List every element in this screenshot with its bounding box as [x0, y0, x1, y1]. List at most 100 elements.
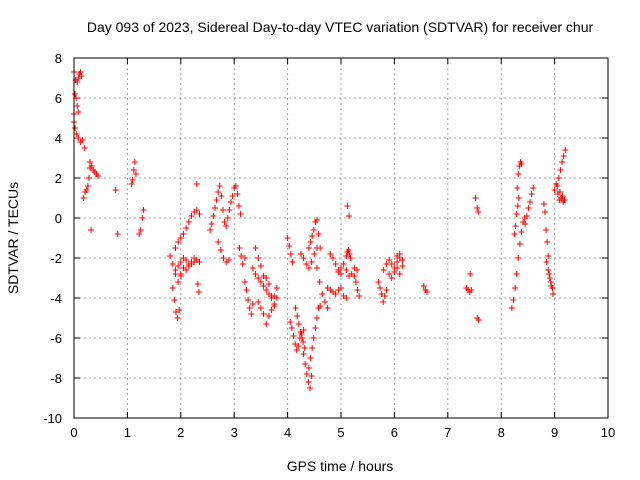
data-point	[167, 253, 174, 259]
data-point	[543, 259, 550, 265]
data-point	[514, 203, 521, 209]
data-point	[335, 269, 342, 275]
data-point	[423, 289, 430, 295]
x-tick-label: 8	[498, 425, 505, 440]
x-tick-label: 9	[551, 425, 558, 440]
data-point	[310, 227, 317, 233]
data-point	[522, 221, 529, 227]
data-point	[112, 187, 119, 193]
data-point	[273, 285, 280, 291]
data-point	[73, 131, 80, 137]
data-point	[308, 259, 315, 265]
data-point	[319, 291, 326, 297]
data-point	[513, 271, 520, 277]
data-point	[356, 293, 363, 299]
y-tick-label: -2	[50, 251, 62, 266]
data-point	[338, 285, 344, 291]
data-point	[515, 171, 522, 177]
data-point	[468, 287, 475, 293]
x-ticks: 0 1 2 3 4 5 6 7 8 9 10	[70, 58, 615, 440]
y-tick-label: 0	[55, 211, 62, 226]
data-point	[312, 325, 319, 331]
data-point	[338, 265, 344, 271]
data-point	[305, 365, 312, 371]
data-point	[378, 291, 385, 297]
data-point	[343, 253, 350, 259]
x-tick-label: 7	[444, 425, 451, 440]
data-point	[220, 255, 227, 261]
data-point	[195, 289, 202, 295]
data-point	[185, 219, 192, 225]
data-point	[549, 285, 556, 291]
data-point	[263, 321, 270, 327]
data-point	[241, 255, 248, 261]
data-point	[81, 145, 88, 151]
data-point	[236, 203, 243, 209]
data-point	[297, 251, 304, 257]
data-point	[316, 279, 323, 285]
data-point	[172, 267, 179, 273]
data-point	[308, 373, 315, 379]
data-point	[388, 261, 395, 267]
data-point	[225, 257, 232, 263]
data-point	[396, 251, 403, 257]
data-point	[343, 267, 350, 273]
data-point	[560, 153, 567, 159]
data-point	[252, 245, 259, 251]
data-point	[255, 299, 262, 305]
y-ticks: -10 -8 -6 -4 -2 0 2 4 6 8	[43, 51, 608, 426]
data-point	[467, 271, 474, 277]
data-point	[420, 283, 427, 289]
data-point	[317, 245, 324, 251]
y-tick-label: 4	[55, 131, 62, 146]
data-point	[257, 263, 264, 269]
data-point	[74, 103, 81, 109]
data-point	[528, 191, 535, 197]
data-point	[210, 213, 217, 219]
data-point	[332, 291, 339, 297]
data-point	[311, 251, 318, 257]
data-point	[130, 167, 137, 173]
data-point	[268, 307, 275, 313]
data-point	[287, 251, 294, 257]
y-tick-label: -6	[50, 331, 62, 346]
data-point	[223, 223, 230, 229]
data-point	[546, 275, 553, 281]
chart-title: Day 093 of 2023, Sidereal Day-to-day VTE…	[87, 19, 594, 35]
data-point	[313, 265, 320, 271]
data-point	[193, 181, 200, 187]
data-point	[545, 267, 552, 273]
data-point	[229, 193, 236, 199]
data-point	[557, 167, 564, 173]
data-point	[177, 259, 184, 265]
data-point	[265, 281, 272, 287]
data-point	[303, 261, 310, 267]
data-point	[346, 213, 353, 219]
data-point	[245, 297, 252, 303]
data-point	[346, 251, 353, 257]
data-point	[236, 245, 243, 251]
data-point	[511, 231, 518, 237]
data-point	[207, 227, 214, 233]
data-point	[243, 287, 250, 293]
data-point	[193, 207, 200, 213]
data-point	[344, 203, 351, 209]
data-point	[388, 275, 395, 281]
data-point	[218, 193, 225, 199]
data-point	[547, 279, 554, 285]
data-point	[475, 317, 482, 323]
data-point	[221, 219, 228, 225]
data-point	[329, 255, 336, 261]
data-point	[273, 295, 280, 301]
data-point	[551, 187, 558, 193]
data-point	[381, 293, 388, 299]
plot-frame	[73, 57, 609, 419]
data-point	[345, 247, 352, 253]
data-point	[555, 175, 562, 181]
data-point	[196, 259, 203, 265]
data-point	[216, 183, 223, 189]
data-point	[215, 239, 222, 245]
data-point	[321, 299, 328, 305]
data-point	[527, 199, 534, 205]
data-point	[340, 261, 347, 267]
